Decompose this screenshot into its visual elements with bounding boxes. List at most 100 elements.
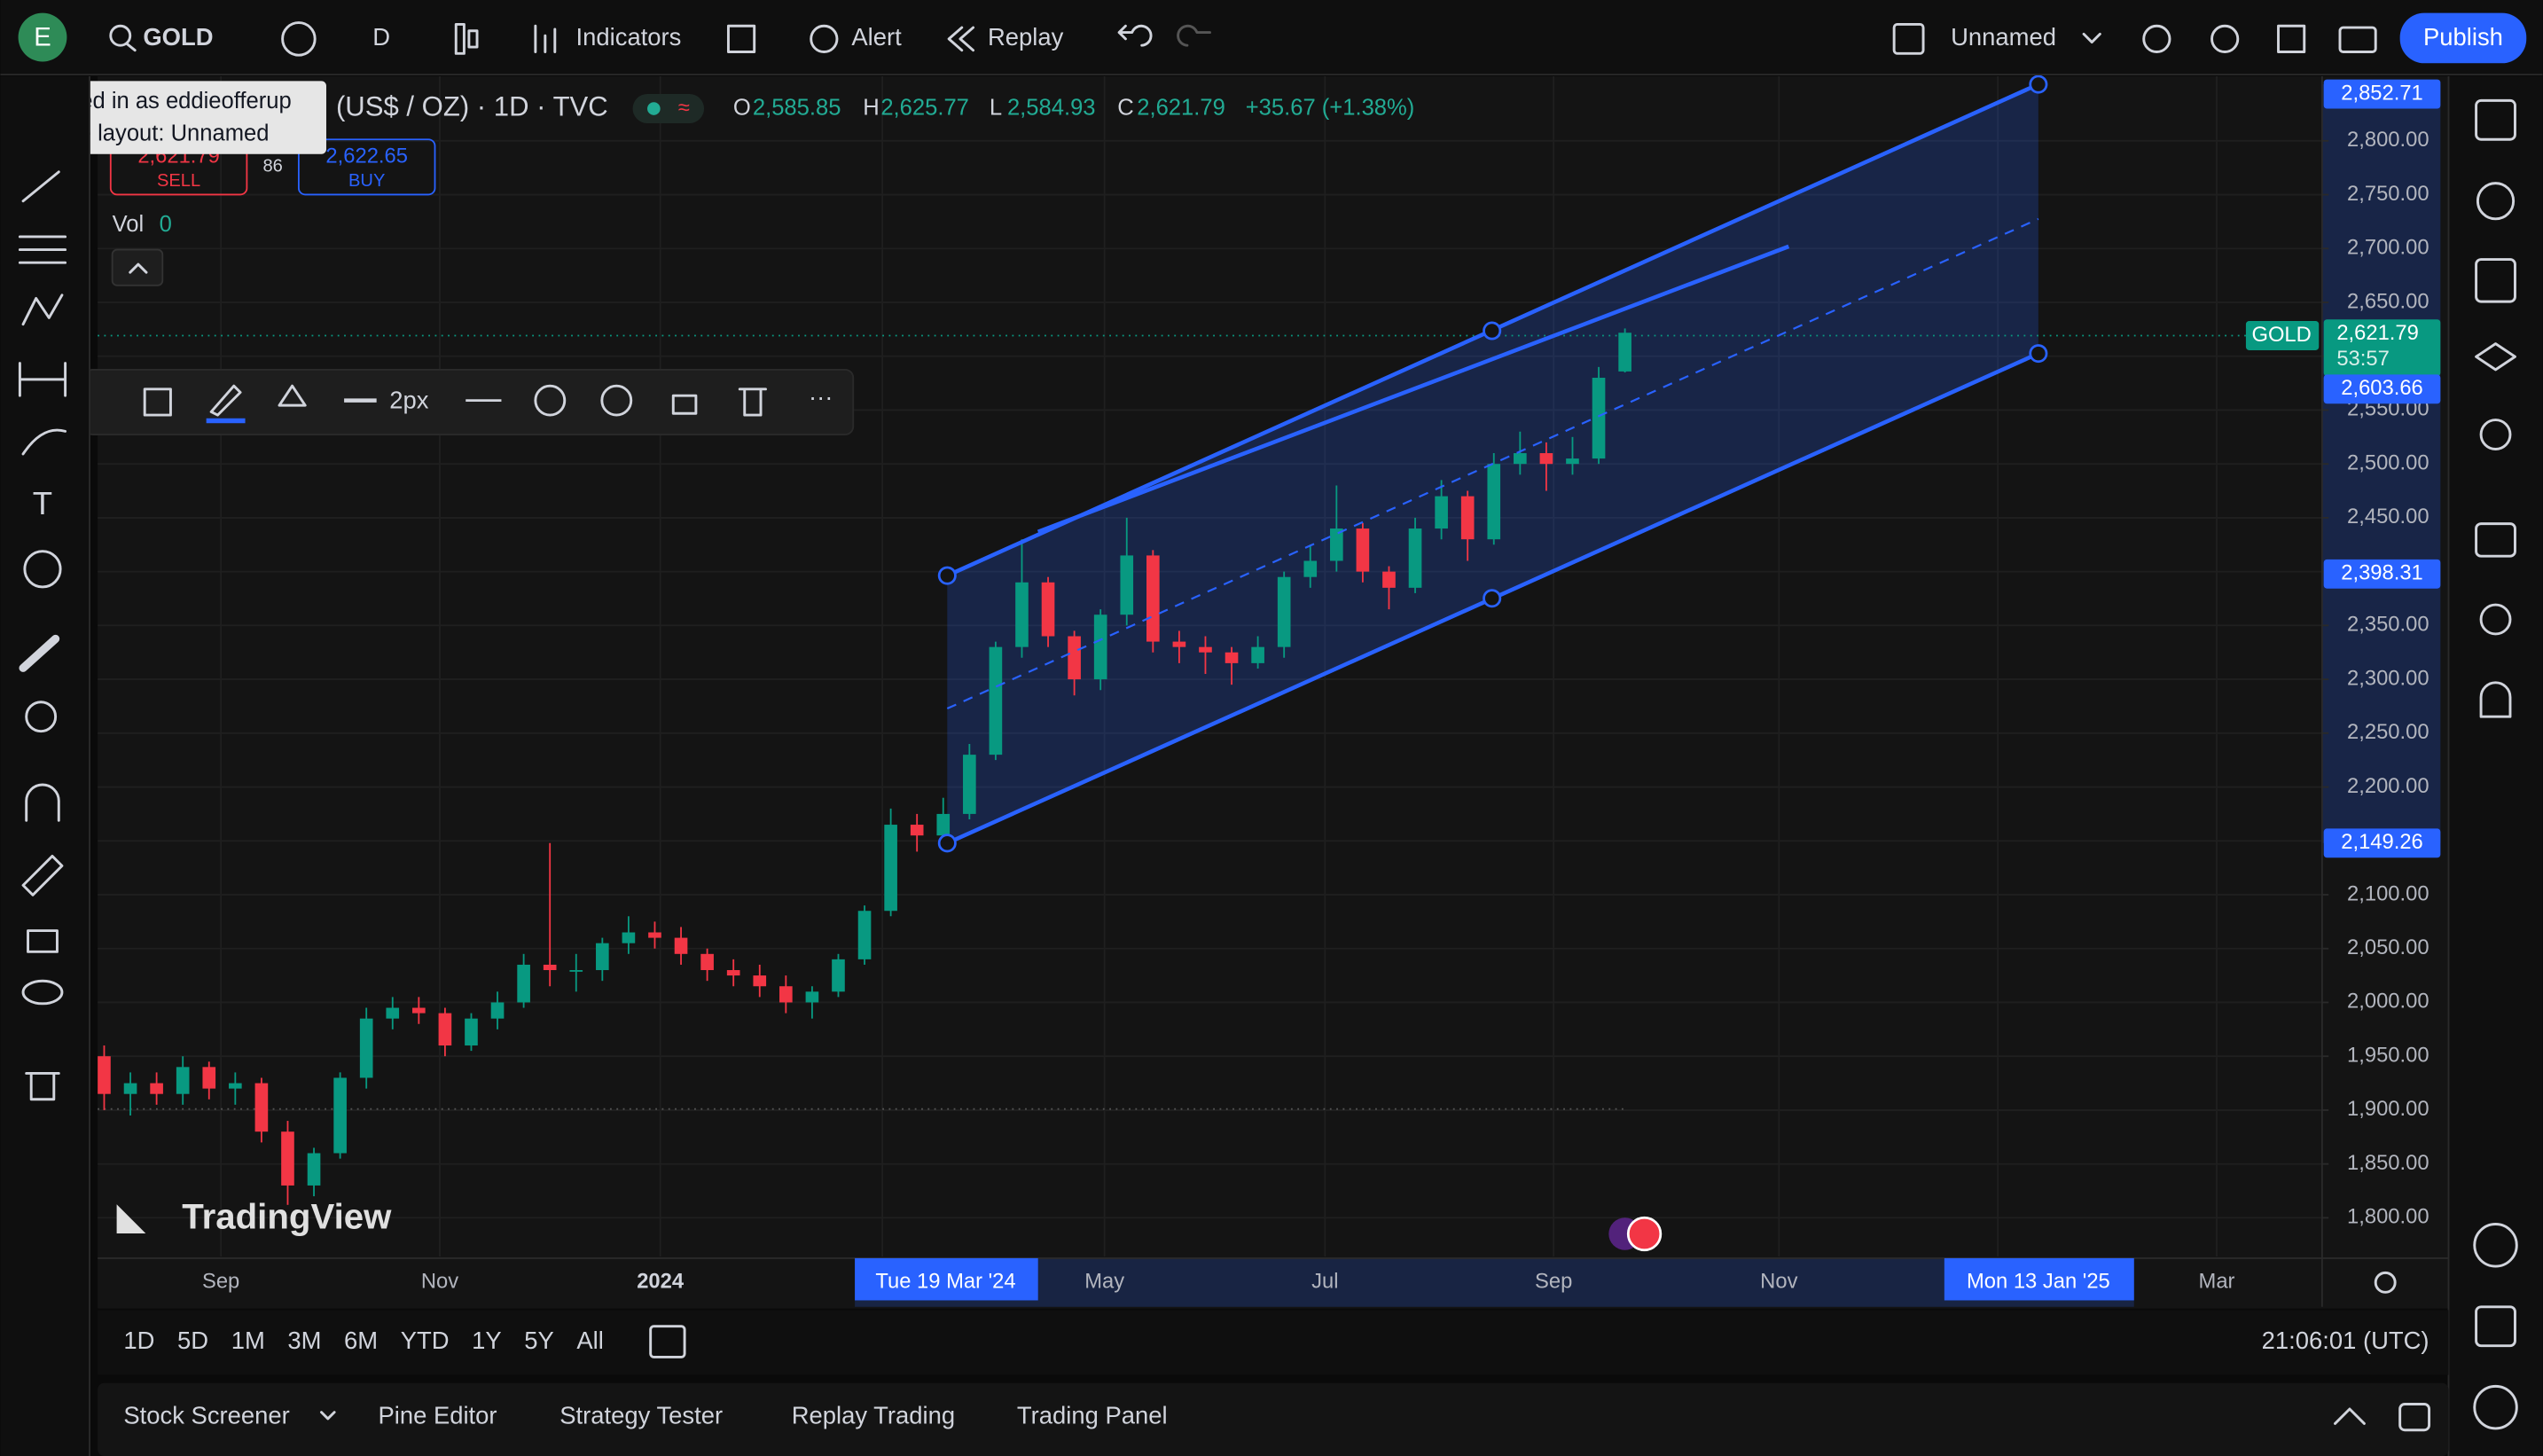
spread: 86 [262,157,282,176]
range-button[interactable]: 1Y [472,1327,502,1354]
y-tick-label: 1,850.00 [2347,1151,2430,1175]
streams[interactable] [2479,603,2512,636]
publish-button[interactable] [2399,12,2527,64]
lock-tool[interactable] [671,394,698,415]
chart-type-icon[interactable] [467,29,479,49]
range-button[interactable]: 1D [123,1327,154,1354]
watchlist[interactable] [2475,98,2516,141]
measure-tool[interactable] [18,362,67,397]
event-icon[interactable] [1626,1216,1663,1252]
help[interactable] [2473,1384,2518,1430]
avatar[interactable] [18,12,67,62]
candle-body [1330,528,1343,561]
ideas[interactable] [2479,419,2512,450]
range-button[interactable]: 1M [231,1327,265,1354]
emoji-tool[interactable] [23,550,62,589]
candles [98,328,1631,1205]
handle[interactable] [937,566,957,585]
candle-body [596,943,609,971]
text-tool[interactable]: T [33,485,52,521]
chevron[interactable] [2082,32,2101,44]
range-button[interactable]: 3M [287,1327,321,1354]
stay-drawing[interactable] [21,854,64,896]
channel-middle[interactable] [946,217,2039,710]
maximize-panel[interactable] [2398,1403,2431,1432]
fib-tool[interactable] [18,235,67,264]
templates-icon[interactable] [726,24,756,53]
ruler-tool[interactable] [19,634,60,672]
add-symbol-icon[interactable] [281,21,317,57]
lock-all[interactable] [27,929,59,953]
indicators-button[interactable]: Indicators [576,23,682,51]
x-tick-label: May [1084,1270,1124,1294]
screenshot[interactable] [2338,26,2377,53]
y-tick-label: 2,000.00 [2347,990,2430,1014]
range-button[interactable]: YTD [401,1327,450,1354]
collapse-button[interactable] [111,248,164,286]
y-tick-label: 2,650.00 [2347,289,2430,313]
range-button[interactable]: All [576,1327,603,1354]
settings[interactable] [2210,24,2240,53]
buy-button[interactable] [297,138,436,196]
settings-icon[interactable] [2374,1271,2397,1294]
bottom-panel [98,1382,2449,1456]
tab[interactable]: Replay Trading [792,1401,955,1429]
notifications[interactable] [2479,681,2512,718]
chart-type-icon[interactable] [454,22,466,55]
trend-line[interactable] [1037,244,1790,534]
undo[interactable] [1117,24,1153,47]
template-tool[interactable] [143,387,172,417]
handle[interactable] [1483,589,1502,608]
fullscreen[interactable] [2277,24,2306,53]
quick-search[interactable] [2142,24,2171,53]
range-button[interactable]: 6M [344,1327,378,1354]
alerts[interactable] [2476,182,2516,221]
expand-panel[interactable] [2334,1407,2366,1425]
trend-tool[interactable] [21,170,60,203]
fill-color[interactable] [278,384,307,407]
chats[interactable] [2475,522,2516,558]
handle[interactable] [937,834,957,853]
hide-all[interactable] [21,979,64,1006]
channel[interactable] [937,74,2048,853]
redo[interactable] [1177,24,1211,47]
calendar[interactable] [2475,1305,2516,1348]
handle[interactable] [2029,344,2048,364]
candle-body [1303,560,1318,577]
search-icon [109,24,132,47]
range-button[interactable]: 5Y [524,1327,554,1354]
target[interactable] [2473,1223,2518,1268]
alert-button[interactable]: Alert [851,23,902,51]
handle[interactable] [2029,74,2048,94]
layout-name[interactable]: Unnamed [1951,23,2056,51]
news[interactable] [2475,258,2516,303]
line-width[interactable]: 2px [389,387,428,414]
interval[interactable]: D [372,23,390,51]
delete-tool[interactable] [738,387,767,417]
candle-body [1356,528,1370,572]
tab[interactable]: Strategy Tester [559,1401,723,1429]
tab[interactable]: Pine Editor [378,1401,497,1429]
magnet-tool[interactable] [25,783,60,822]
range-button[interactable]: 5D [177,1327,208,1354]
alert-tool[interactable] [600,384,633,417]
tab[interactable]: Trading Panel [1017,1401,1168,1429]
data-window[interactable] [2475,342,2516,372]
zoom-tool[interactable] [25,701,58,733]
pattern-tool[interactable] [21,294,64,326]
more-tool[interactable]: ··· [809,383,833,411]
brush-tool[interactable] [21,428,67,456]
candle-body [386,1007,400,1019]
handle[interactable] [1483,321,1502,341]
line-color[interactable] [209,384,242,417]
replay-button[interactable]: Replay [988,23,1064,51]
chevron[interactable] [320,1411,336,1421]
symbol-search[interactable]: GOLD [143,23,213,51]
label-box [2323,79,2441,109]
settings-tool[interactable] [534,384,567,417]
goto-date[interactable] [649,1325,686,1358]
tab[interactable]: Stock Screener [123,1401,289,1429]
remove-all[interactable] [25,1072,60,1101]
ohlc-value: 2,621.79 [1137,95,1225,120]
